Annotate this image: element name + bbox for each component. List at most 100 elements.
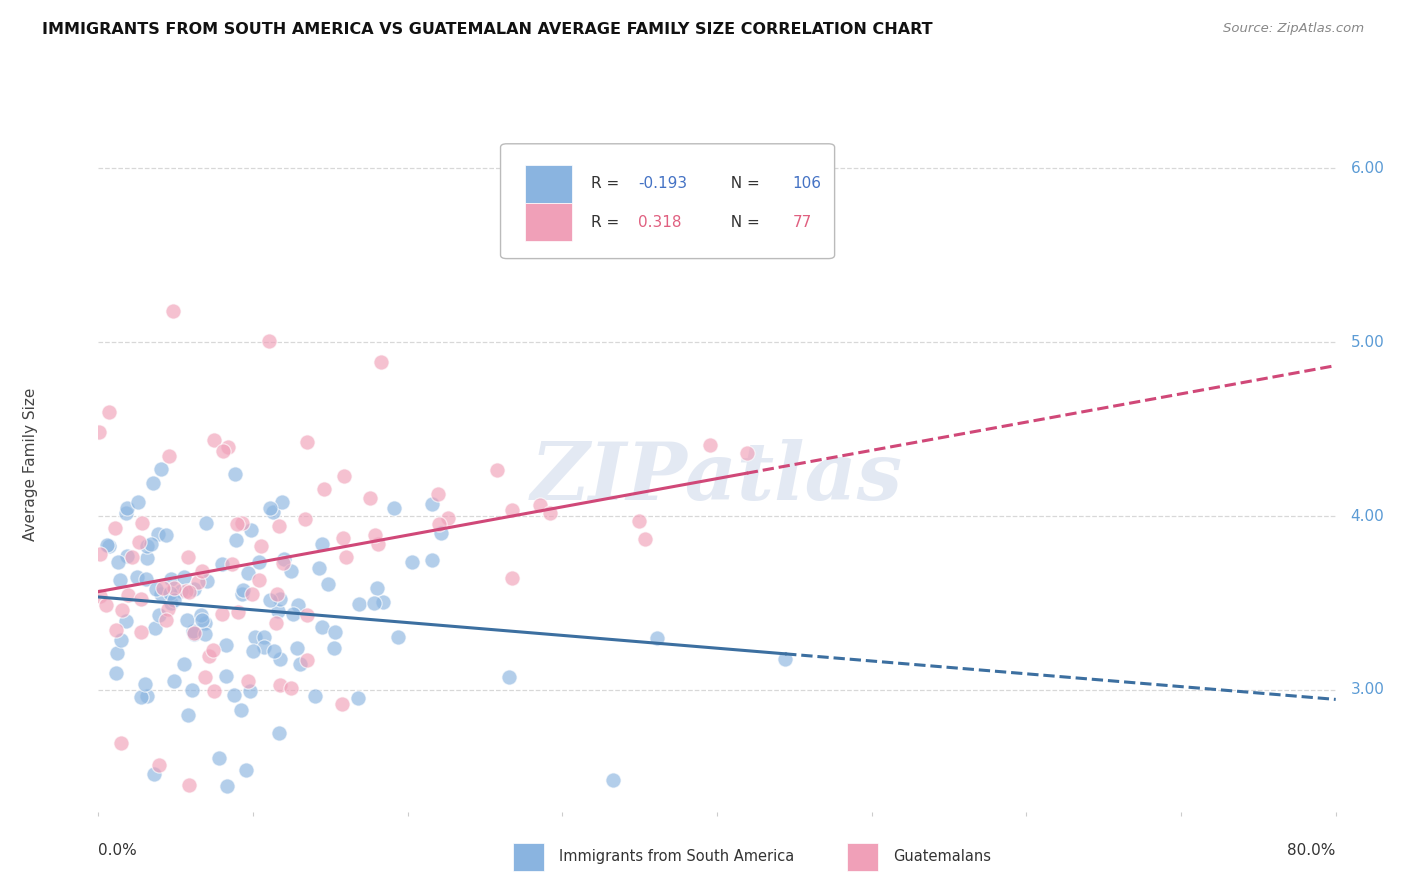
Point <box>253 630 276 644</box>
Text: 3.00: 3.00 <box>1351 682 1385 698</box>
Point <box>311 620 333 634</box>
Point <box>157 449 180 463</box>
Point <box>253 640 276 655</box>
Point <box>250 539 273 553</box>
Text: 5.00: 5.00 <box>1351 334 1385 350</box>
Point <box>226 605 249 619</box>
Point <box>155 613 177 627</box>
Point <box>387 630 409 644</box>
Text: 4.00: 4.00 <box>1351 508 1385 524</box>
Point <box>177 550 200 565</box>
Point <box>501 571 523 585</box>
Point <box>427 517 450 532</box>
Point <box>420 553 443 567</box>
Point <box>142 766 165 780</box>
Point <box>312 482 335 496</box>
Text: Immigrants from South America: Immigrants from South America <box>558 849 794 864</box>
Point <box>271 495 294 509</box>
Point <box>104 623 127 637</box>
Point <box>211 607 233 621</box>
Point <box>212 444 235 458</box>
Point <box>634 533 657 547</box>
Point <box>115 506 138 520</box>
Point <box>287 599 309 613</box>
Text: Source: ZipAtlas.com: Source: ZipAtlas.com <box>1223 22 1364 36</box>
Point <box>280 681 302 695</box>
Point <box>139 537 162 551</box>
Point <box>239 683 262 698</box>
Point <box>194 616 217 631</box>
Point <box>735 446 758 460</box>
Point <box>152 581 174 595</box>
Point <box>285 641 308 656</box>
Point <box>162 592 184 607</box>
Point <box>155 527 177 541</box>
FancyBboxPatch shape <box>501 144 835 259</box>
Point <box>159 586 181 600</box>
Point <box>266 604 288 618</box>
Point <box>173 657 195 671</box>
Point <box>191 614 214 628</box>
FancyBboxPatch shape <box>526 202 572 241</box>
Point <box>247 574 270 588</box>
Text: 0.318: 0.318 <box>638 215 682 229</box>
Text: 77: 77 <box>793 215 811 229</box>
FancyBboxPatch shape <box>526 165 572 203</box>
Point <box>247 554 270 568</box>
Point <box>294 512 316 526</box>
Point <box>194 626 217 640</box>
Point <box>540 506 562 520</box>
Point <box>370 355 392 369</box>
Point <box>211 557 233 571</box>
Text: 6.00: 6.00 <box>1351 161 1385 176</box>
Point <box>135 539 157 553</box>
Point <box>330 698 353 712</box>
Point <box>134 677 156 691</box>
Point <box>110 633 132 648</box>
Point <box>308 560 330 574</box>
Point <box>208 751 231 765</box>
Point <box>96 598 118 612</box>
Point <box>333 469 356 483</box>
Point <box>195 516 218 530</box>
Point <box>148 758 170 772</box>
Point <box>269 592 291 607</box>
Point <box>266 587 288 601</box>
Point <box>430 526 453 541</box>
Point <box>170 584 193 599</box>
Point <box>202 684 225 698</box>
Point <box>422 497 444 511</box>
Text: R =: R = <box>591 177 624 191</box>
Point <box>602 773 624 788</box>
Point <box>115 549 138 563</box>
Point <box>176 613 198 627</box>
Point <box>699 438 721 452</box>
Point <box>96 538 118 552</box>
Point <box>176 707 198 722</box>
Point <box>163 674 186 689</box>
Point <box>347 690 370 705</box>
Point <box>221 557 243 571</box>
Point <box>121 549 143 564</box>
Point <box>485 463 508 477</box>
Point <box>281 607 304 621</box>
Point <box>297 652 319 666</box>
Point <box>117 588 139 602</box>
Point <box>232 582 254 597</box>
Point <box>160 596 183 610</box>
Point <box>269 652 291 666</box>
Point <box>215 780 238 794</box>
Point <box>236 566 259 580</box>
Point <box>773 652 796 666</box>
Point <box>236 674 259 689</box>
Text: N =: N = <box>721 177 765 191</box>
Point <box>180 683 202 698</box>
Text: 106: 106 <box>793 177 821 191</box>
Point <box>367 536 389 550</box>
Point <box>108 573 131 587</box>
Point <box>110 736 132 750</box>
Point <box>162 582 184 596</box>
Point <box>335 549 357 564</box>
Point <box>183 582 205 596</box>
Point <box>359 491 381 505</box>
